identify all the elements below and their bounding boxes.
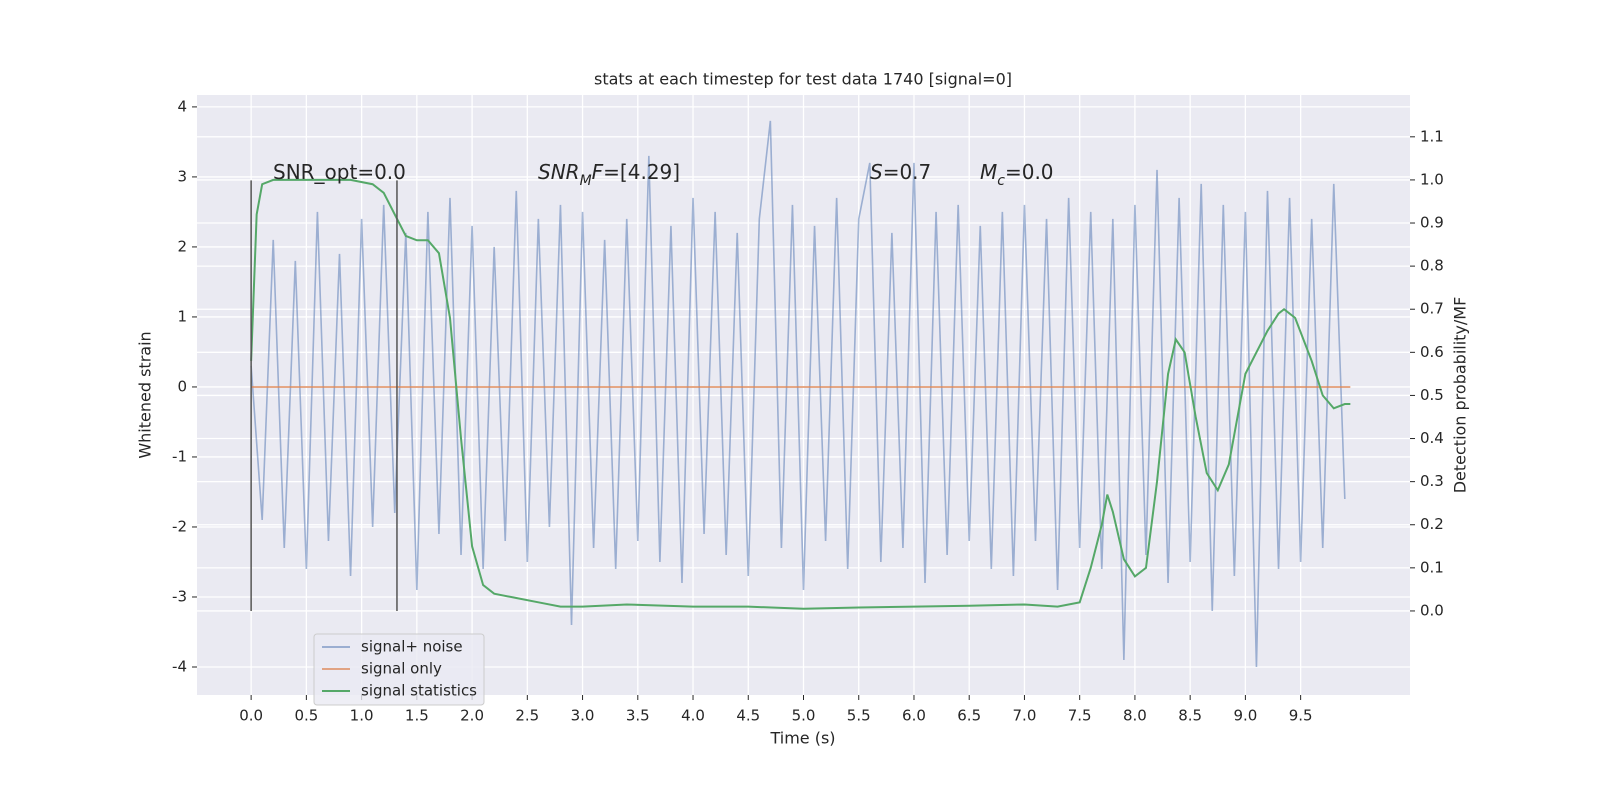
- x-tick-label: 9.5: [1289, 707, 1313, 725]
- legend-box: [313, 633, 485, 706]
- y-axis-label: Whitened strain: [136, 331, 155, 458]
- legend-label: signal statistics: [361, 682, 477, 700]
- x-tick-label: 2.5: [515, 707, 539, 725]
- x-tick-label: 7.0: [1013, 707, 1037, 725]
- y2-tick-label: 0.7: [1420, 300, 1444, 318]
- x-tick-label: 6.0: [902, 707, 926, 725]
- series-line: [250, 120, 1346, 668]
- x-tick-label: 4.5: [736, 707, 760, 725]
- chart-title: stats at each timestep for test data 174…: [594, 70, 1012, 89]
- annotation: Mc=0.0: [980, 160, 1054, 190]
- y2-tick-label: 0.0: [1420, 601, 1444, 619]
- x-tick-label: 5.0: [792, 707, 816, 725]
- y-tick-label: 2: [177, 237, 187, 255]
- annotation-part: SNR_opt=0.0: [273, 160, 406, 184]
- x-tick-label: 1.5: [405, 707, 429, 725]
- y2-tick-label: 0.3: [1420, 472, 1444, 490]
- x-tick-label: 8.5: [1178, 707, 1202, 725]
- y-tick-label: 3: [177, 167, 187, 185]
- y2-tick-label: 0.6: [1420, 343, 1444, 361]
- x-tick-label: 8.0: [1123, 707, 1147, 725]
- annotation-part: c: [997, 173, 1005, 189]
- y-tick-label: -2: [172, 517, 187, 535]
- y2-tick-label: 0.4: [1420, 429, 1444, 447]
- y2-tick-label: 0.1: [1420, 558, 1444, 576]
- x-tick-label: 1.0: [350, 707, 374, 725]
- x-axis-label: Time (s): [769, 729, 835, 748]
- y2-tick-label: 0.9: [1420, 214, 1444, 232]
- y-tick-label: -4: [172, 657, 187, 675]
- annotation-part: =0.0: [1005, 160, 1054, 184]
- y2-axis-label: Detection probability/MF: [1451, 297, 1470, 494]
- annotation-part: F: [592, 160, 604, 184]
- annotation-part: M: [580, 173, 592, 189]
- x-tick-label: 9.0: [1233, 707, 1257, 725]
- y2-tick-label: 0.2: [1420, 515, 1444, 533]
- annotation-part: M: [980, 160, 997, 184]
- series-line: [250, 178, 1351, 610]
- x-tick-label: 3.0: [571, 707, 595, 725]
- x-tick-label: 0.5: [294, 707, 318, 725]
- y-tick-label: -3: [172, 587, 187, 605]
- y-tick-label: 1: [177, 307, 187, 325]
- x-tick-label: 5.5: [847, 707, 871, 725]
- legend-label: signal only: [361, 660, 442, 678]
- y-tick-label: 0: [177, 377, 187, 395]
- legend-label: signal+ noise: [361, 638, 463, 656]
- annotation-part: =[4.29]: [603, 160, 680, 184]
- annotation: SNRMF=[4.29]: [538, 160, 680, 190]
- y2-tick-label: 0.8: [1420, 257, 1444, 275]
- y2-tick-label: 1.0: [1420, 170, 1444, 188]
- y-tick-label: 4: [177, 97, 187, 115]
- x-tick-label: 6.5: [957, 707, 981, 725]
- annotation-part: S: [870, 160, 883, 184]
- x-tick-label: 0.0: [239, 707, 263, 725]
- x-tick-label: 2.0: [460, 707, 484, 725]
- annotation: S=0.7: [870, 160, 931, 184]
- y-tick-label: -1: [172, 447, 187, 465]
- y2-tick-label: 0.5: [1420, 386, 1444, 404]
- annotation-part: =0.7: [883, 160, 932, 184]
- x-tick-label: 7.5: [1068, 707, 1092, 725]
- x-tick-label: 4.0: [681, 707, 705, 725]
- x-tick-label: 3.5: [626, 707, 650, 725]
- annotation: SNR_opt=0.0: [273, 160, 406, 184]
- annotation-part: SNR: [538, 160, 580, 184]
- y2-tick-label: 1.1: [1420, 127, 1444, 145]
